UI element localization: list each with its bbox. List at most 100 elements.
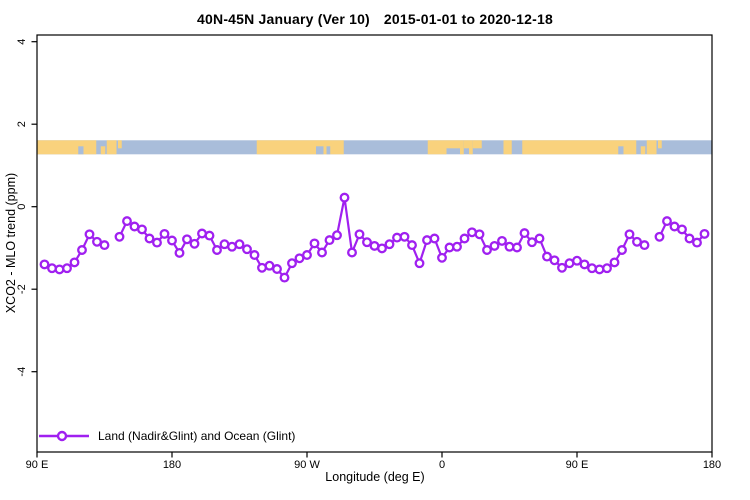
data-point-marker [617,245,627,255]
data-point-marker [527,237,537,248]
data-point-marker [452,241,462,252]
data-point-marker [354,229,365,240]
data-point-marker [519,228,530,239]
data-point-marker [489,240,500,251]
legend-label: Land (Nadir&Glint) and Ocean (Glint) [98,429,296,443]
map-land-segment [640,146,646,155]
data-point-marker [242,244,252,255]
data-point-marker [174,247,185,258]
data-point-marker [429,233,440,244]
y-tick-label: -4 [16,367,28,377]
x-tick-label: 90 E [26,459,49,471]
x-axis-title: Longitude (deg E) [325,470,425,484]
map-water-patch [618,146,624,155]
x-tick-label: 90 W [294,459,320,471]
data-point-marker [309,238,320,249]
data-point-marker [339,192,350,203]
data-point-marker [204,230,215,241]
data-point-marker [414,258,425,269]
data-point-marker [677,224,687,235]
data-point-marker [407,240,417,251]
x-tick-label: 180 [163,459,181,471]
map-land-segment [463,140,469,149]
data-point-marker [474,229,485,240]
data-point-marker [77,245,87,255]
data-point-marker [39,259,50,270]
legend: Land (Nadir&Glint) and Ocean (Glint) [38,428,295,444]
data-point-marker [144,233,155,244]
x-tick-label: 0 [439,459,445,471]
data-point-marker [92,236,102,247]
data-point-marker [137,224,147,235]
y-tick-label: -2 [16,284,28,294]
data-point-marker [692,237,702,248]
map-land-segment [446,140,460,149]
map-land-segment [37,140,97,155]
data-point-marker [287,258,297,269]
data-point-marker [249,250,260,260]
data-point-marker [69,257,80,268]
data-point-marker [602,263,612,274]
data-point-marker [152,237,162,248]
data-point-marker [84,229,95,240]
data-point-marker [542,251,552,262]
map-water-patch [316,146,324,155]
y-tick-label: 0 [16,204,28,210]
map-land-segment [427,140,447,155]
map-water-patch [78,146,84,155]
data-point-marker [279,272,290,283]
data-point-marker [167,235,177,246]
data-point-marker [324,235,335,246]
data-point-marker [99,240,110,251]
data-point-marker [399,231,410,242]
data-point-marker [482,245,492,255]
x-tick-label: 90 E [566,459,589,471]
map-land-segment [460,140,464,155]
data-point-marker [639,240,650,251]
data-point-marker [159,228,170,239]
data-point-marker [632,236,642,247]
data-point-marker [557,262,567,273]
data-point-marker [534,233,545,244]
map-land-segment [658,140,662,149]
map-land-segment [100,146,106,155]
y-axis-title: XCO2 - MLO trend (ppm) [4,172,18,314]
data-point-marker [272,264,282,274]
data-point-marker [572,255,582,266]
data-point-marker [609,257,620,268]
data-point-marker [549,255,560,266]
data-point-marker [264,260,275,271]
y-tick-label: 2 [16,121,28,127]
data-point-marker [437,252,447,263]
data-point-marker [377,243,387,254]
data-point-marker [302,250,312,260]
data-point-marker [587,263,597,274]
data-point-marker [182,234,192,245]
data-point-marker [347,247,357,258]
map-land-segment [646,140,657,155]
map-water-patch [326,146,331,155]
legend-series-marker-icon [39,430,89,442]
data-point-marker [212,245,222,255]
map-land-segment [472,140,482,149]
data-point-marker [422,235,432,246]
data-point-marker [362,237,372,248]
data-point-marker [512,242,522,253]
map-land-segment [522,140,637,155]
data-point-marker [459,233,470,244]
data-point-marker [122,216,132,227]
data-point-marker [624,229,635,240]
chart-title: 40N-45N January (Ver 10) 2015-01-01 to 20… [0,11,750,27]
y-tick-label: 4 [16,39,28,45]
chart-title-range: 40N-45N January (Ver 10) [197,11,370,27]
data-point-marker [654,231,665,242]
data-point-marker [54,264,65,275]
map-land-segment [256,140,344,155]
data-point-marker [662,216,672,227]
data-point-marker [114,231,125,242]
data-point-marker [497,235,507,246]
x-tick-label: 180 [703,459,721,471]
data-point-marker [332,230,342,241]
